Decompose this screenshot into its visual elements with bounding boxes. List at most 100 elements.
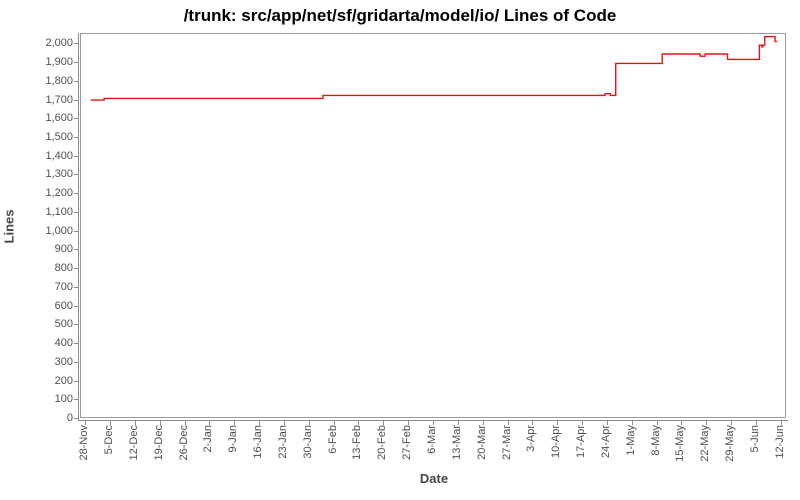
y-tick-label: 1,300 xyxy=(45,168,73,181)
y-tick-label: 400 xyxy=(54,337,73,350)
x-tick-label: 20-Feb xyxy=(376,425,389,460)
y-tick-mark xyxy=(74,211,78,213)
y-tick-mark xyxy=(74,136,78,138)
y-tick-label: 1,600 xyxy=(45,112,73,125)
y-tick-mark xyxy=(74,305,78,307)
y-tick-label: 300 xyxy=(54,355,73,368)
x-tick-label: 9-Jan xyxy=(227,425,240,453)
y-tick-label: 100 xyxy=(54,393,73,406)
x-tick-label: 24-Apr xyxy=(599,425,612,459)
x-tick-label: 12-Dec xyxy=(127,425,140,461)
lines-of-code-series xyxy=(90,35,778,101)
x-tick-label: 26-Dec xyxy=(177,425,190,461)
y-tick-mark xyxy=(74,80,78,82)
x-tick-label: 13-Feb xyxy=(351,425,364,460)
y-tick-label: 200 xyxy=(54,374,73,387)
x-tick-label: 13-Mar xyxy=(450,425,463,460)
y-tick-mark xyxy=(74,43,78,45)
y-tick-label: 1,700 xyxy=(45,93,73,106)
x-tick-mark xyxy=(681,421,683,425)
y-tick-mark xyxy=(74,380,78,382)
y-tick-label: 800 xyxy=(54,262,73,275)
x-tick-mark xyxy=(706,421,708,425)
x-tick-label: 17-Apr xyxy=(575,425,587,459)
x-tick-label: 16-Jan xyxy=(252,425,265,459)
x-tick-mark xyxy=(507,421,509,425)
y-tick-mark xyxy=(74,155,78,157)
x-tick-mark xyxy=(631,421,633,425)
x-tick-mark xyxy=(755,421,757,425)
y-tick-label: 900 xyxy=(54,243,73,256)
y-tick-label: 700 xyxy=(54,280,73,293)
x-axis-title: Date xyxy=(419,471,449,486)
x-tick-label: 2-Jan xyxy=(202,425,215,453)
x-tick-mark xyxy=(333,421,335,425)
x-tick-mark xyxy=(85,421,87,425)
x-tick-mark xyxy=(283,421,285,425)
x-tick-label: 28-Nov xyxy=(78,425,91,461)
x-tick-label: 27-Mar xyxy=(500,425,513,460)
x-tick-label: 6-Feb xyxy=(326,425,339,454)
y-tick-label: 1,800 xyxy=(45,74,73,87)
x-tick-mark xyxy=(408,421,410,425)
y-tick-mark xyxy=(74,343,78,345)
y-tick-mark xyxy=(74,193,78,195)
x-tick-mark xyxy=(110,421,112,425)
plot-border xyxy=(80,33,786,418)
series-line-svg xyxy=(90,35,778,101)
x-tick-mark xyxy=(656,421,658,425)
x-axis-line xyxy=(78,420,788,421)
y-tick-label: 1,000 xyxy=(45,224,73,237)
x-tick-label: 22-May xyxy=(699,425,712,462)
x-tick-mark xyxy=(532,421,534,425)
y-tick-mark xyxy=(74,418,78,419)
y-tick-label: 2,000 xyxy=(45,37,73,50)
x-tick-label: 19-Dec xyxy=(152,425,165,461)
y-tick-label: 500 xyxy=(54,318,73,331)
y-tick-mark xyxy=(74,62,78,64)
y-tick-label: 1,500 xyxy=(45,130,73,143)
chart-title: /trunk: src/app/net/sf/gridarta/model/io… xyxy=(183,6,617,25)
x-tick-mark xyxy=(134,421,136,425)
x-tick-mark xyxy=(159,421,161,425)
x-tick-label: 8-May xyxy=(649,425,662,456)
y-tick-label: 1,400 xyxy=(45,149,73,162)
y-tick-label: 1,900 xyxy=(45,56,73,69)
x-tick-label: 20-Mar xyxy=(475,425,488,460)
x-tick-label: 1-May xyxy=(624,425,637,456)
y-tick-mark xyxy=(74,230,78,232)
x-tick-mark xyxy=(209,421,211,425)
y-tick-label: 1,200 xyxy=(45,187,73,200)
x-tick-mark xyxy=(457,421,459,425)
x-tick-label: 10-Apr xyxy=(550,425,563,459)
y-tick-label: 600 xyxy=(54,299,73,312)
x-tick-mark xyxy=(358,421,360,425)
y-tick-mark xyxy=(74,324,78,326)
x-tick-mark xyxy=(482,421,484,425)
y-tick-label: 0 xyxy=(66,412,73,424)
x-tick-label: 30-Jan xyxy=(301,425,314,459)
plot-area xyxy=(80,33,786,418)
y-tick-mark xyxy=(74,399,78,401)
x-tick-label: 5-Dec xyxy=(103,425,116,455)
x-tick-mark xyxy=(308,421,310,425)
x-tick-mark xyxy=(383,421,385,425)
x-tick-label: 6-Mar xyxy=(426,425,438,454)
y-tick-mark xyxy=(74,268,78,270)
x-tick-label: 27-Feb xyxy=(401,425,414,460)
y-tick-mark xyxy=(74,286,78,288)
y-tick-mark xyxy=(74,99,78,101)
x-tick-mark xyxy=(780,421,782,425)
x-tick-mark xyxy=(433,421,434,425)
y-tick-mark xyxy=(74,174,78,176)
x-tick-mark xyxy=(606,421,608,425)
y-tick-mark xyxy=(74,361,78,363)
x-tick-label: 29-May xyxy=(724,425,736,462)
y-tick-label: 1,100 xyxy=(45,205,73,218)
x-tick-mark xyxy=(731,421,732,425)
x-tick-mark xyxy=(582,421,583,425)
y-axis-line xyxy=(78,33,79,421)
x-tick-mark xyxy=(234,421,236,425)
x-tick-label: 15-May xyxy=(674,425,687,462)
